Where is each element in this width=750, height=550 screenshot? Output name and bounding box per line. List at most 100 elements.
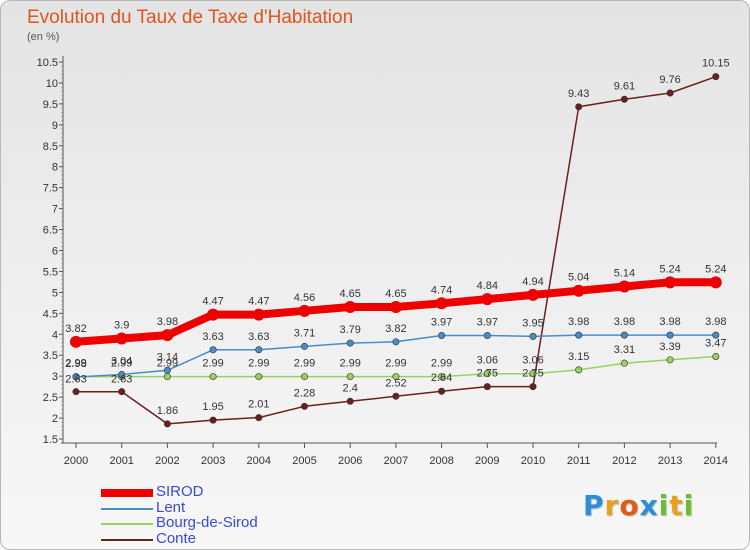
- data-point: [255, 346, 263, 354]
- data-label: 3.82: [385, 323, 406, 335]
- data-point: [72, 388, 80, 396]
- legend-item: Lent: [101, 499, 401, 517]
- data-label: 9.43: [568, 88, 589, 100]
- data-point: [666, 356, 674, 364]
- data-point: [389, 301, 402, 314]
- logo-letter: t: [669, 489, 684, 522]
- data-label: 2.99: [111, 358, 132, 370]
- y-tick-label: 1.5: [43, 434, 58, 446]
- data-point: [529, 370, 537, 378]
- data-point: [483, 383, 491, 391]
- data-point: [575, 331, 583, 339]
- data-point: [346, 397, 354, 405]
- y-tick-label: 4: [52, 329, 58, 341]
- x-tick-label: 2010: [521, 455, 545, 467]
- data-label: 2.99: [157, 358, 178, 370]
- data-label: 2.99: [202, 358, 223, 370]
- series-line-conte: [75, 75, 717, 425]
- legend-swatch: [101, 507, 153, 510]
- data-point: [709, 276, 722, 289]
- data-label: 3.95: [522, 317, 543, 329]
- data-point: [344, 301, 357, 314]
- data-point: [712, 73, 720, 81]
- data-point: [255, 414, 263, 422]
- y-tick-label: 6: [52, 246, 58, 258]
- logo-letter: x: [639, 489, 659, 522]
- data-label: 3.9: [114, 319, 129, 331]
- data-label: 3.63: [202, 331, 223, 343]
- legend-label: SIROD: [156, 483, 204, 500]
- data-point: [666, 331, 674, 339]
- data-label: 2.63: [111, 374, 132, 386]
- data-label: 2.99: [294, 358, 315, 370]
- data-label: 3.79: [339, 324, 360, 336]
- data-point: [298, 304, 311, 317]
- data-point: [664, 276, 677, 289]
- data-label: 3.97: [477, 317, 498, 329]
- data-label: 10.15: [702, 58, 730, 70]
- data-label: 4.84: [477, 280, 498, 292]
- data-point: [392, 338, 400, 346]
- legend-swatch: [101, 523, 153, 525]
- data-point: [300, 373, 308, 381]
- unit-label: (en %): [27, 31, 60, 43]
- data-point: [438, 373, 446, 381]
- data-point: [163, 373, 171, 381]
- y-tick-label: 9.5: [43, 99, 58, 111]
- data-label: 4.56: [294, 292, 315, 304]
- logo-letter: o: [619, 489, 640, 522]
- data-point: [712, 352, 720, 360]
- x-tick-label: 2011: [567, 455, 591, 467]
- y-tick-label: 7: [52, 204, 58, 216]
- data-label: 3.98: [568, 316, 589, 328]
- data-point: [346, 373, 354, 381]
- data-point: [252, 308, 265, 321]
- data-label: 3.06: [477, 355, 498, 367]
- data-point: [163, 366, 171, 374]
- legend-item: SIROD: [101, 483, 401, 501]
- data-point: [438, 332, 446, 340]
- data-label: 4.47: [202, 296, 223, 308]
- data-label: 4.74: [431, 284, 452, 296]
- data-point: [70, 335, 82, 348]
- y-tick-label: 5: [52, 287, 58, 299]
- data-label: 3.04: [111, 355, 132, 367]
- data-label: 4.65: [339, 288, 360, 300]
- y-tick-label: 2: [52, 413, 58, 425]
- data-label: 2.75: [522, 368, 543, 380]
- data-label: 9.76: [659, 74, 680, 86]
- y-tick-label: 3: [52, 371, 58, 383]
- data-point: [209, 416, 217, 424]
- data-point: [529, 383, 537, 391]
- logo-letter: r: [604, 489, 620, 522]
- data-point: [72, 373, 80, 381]
- data-label: 3.14: [157, 351, 178, 363]
- y-tick-label: 8: [52, 162, 58, 174]
- data-label: 5.24: [659, 263, 680, 275]
- y-tick-label: 10: [46, 78, 58, 90]
- data-label: 3.06: [522, 355, 543, 367]
- y-tick-label: 3.5: [43, 350, 58, 362]
- logo-letter: i: [683, 489, 695, 522]
- data-point: [481, 293, 494, 306]
- data-point: [161, 329, 174, 342]
- y-tick-label: 2.5: [43, 392, 58, 404]
- data-point: [575, 366, 583, 374]
- x-tick-label: 2013: [658, 455, 682, 467]
- data-point: [300, 402, 308, 410]
- data-point: [620, 331, 628, 339]
- data-point: [209, 373, 217, 381]
- data-point: [620, 95, 628, 103]
- data-point: [712, 331, 720, 339]
- data-point: [618, 280, 631, 293]
- data-label: 5.14: [614, 268, 635, 280]
- data-label: 9.61: [614, 80, 635, 92]
- x-tick-label: 2012: [612, 455, 636, 467]
- proxiti-logo: Proxiti: [583, 489, 694, 522]
- data-label: 3.15: [568, 351, 589, 363]
- data-label: 2.63: [65, 374, 86, 386]
- data-label: 1.95: [202, 401, 223, 413]
- x-tick-label: 2005: [292, 455, 316, 467]
- x-tick-label: 2007: [384, 455, 408, 467]
- data-label: 4.94: [522, 276, 543, 288]
